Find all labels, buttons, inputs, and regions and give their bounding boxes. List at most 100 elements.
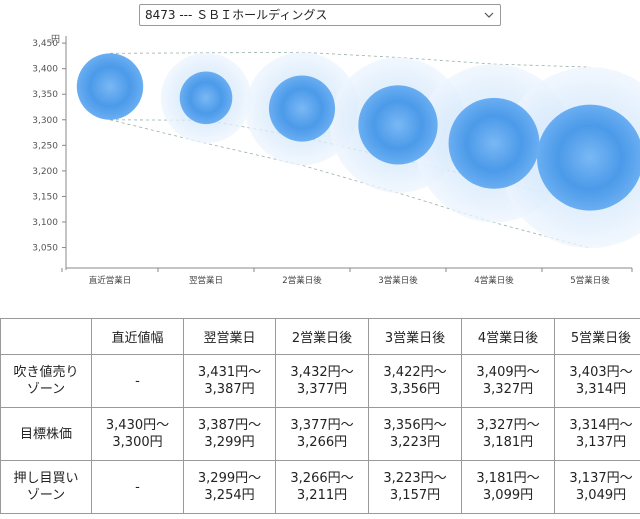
forecast-table: 直近値幅 翌営業日 2営業日後 3営業日後 4営業日後 5営業日後 吹き値売りゾーン - 3,…	[0, 318, 640, 514]
stock-select[interactable]: 8473 --- ＳＢＩホールディングス	[139, 4, 501, 26]
y-tick-label: 3,300	[32, 116, 58, 126]
row-header-text: 吹き値売り	[13, 365, 79, 380]
table-row: 吹き値売りゾーン - 3,431円～ 3,387円 3,432円～ 3,377円 3,422…	[0, 354, 640, 408]
table-cell: 3,409円～ 3,327円	[461, 354, 555, 408]
cell-text: 3,409円～	[476, 365, 540, 380]
table-cell: 3,356円～ 3,223円	[368, 407, 462, 461]
target-circle	[536, 104, 640, 211]
table-cell: 3,403円～ 3,314円	[554, 354, 640, 408]
cell-text: 3,181円～	[476, 471, 540, 486]
cell-text: 3,314円	[575, 382, 627, 397]
cell-text: 3,223円	[389, 435, 441, 450]
table-cell: 3,432円～ 3,377円	[275, 354, 369, 408]
cell-text: 3,211円	[296, 488, 348, 503]
cell-text: 3,327円～	[476, 418, 540, 433]
table-cell: -	[91, 354, 184, 408]
table-column-header: 5営業日後	[554, 318, 640, 355]
cell-text: 3,137円～	[569, 471, 633, 486]
y-tick-label: 3,100	[32, 218, 58, 228]
table-row: 目標株価 3,430円～ 3,300円 3,387円～ 3,299円 3,377円～ 3,2…	[0, 407, 640, 461]
cell-text: 3,299円	[204, 435, 255, 450]
target-circle	[268, 75, 336, 142]
table-cell: 3,181円～ 3,099円	[461, 460, 555, 514]
cell-text: 3,049円	[575, 488, 627, 503]
cell-text: 3,181円	[482, 435, 534, 450]
cell-text: 3,403円～	[569, 365, 633, 380]
cell-text: 3,099円	[482, 488, 534, 503]
x-tick-label: 翌営業日	[189, 275, 223, 286]
x-tick-label: 直近営業日	[89, 275, 132, 286]
cell-text: 3,223円～	[383, 471, 447, 486]
y-tick-label: 3,400	[32, 65, 58, 75]
cell-text: 3,327円	[482, 382, 534, 397]
cell-text: 3,387円	[204, 382, 255, 397]
row-header-text: 押し目買い	[13, 471, 79, 486]
chart-svg: 円3,450 3,400 3,350 3,300 3,250 3,200 3,150 3,10…	[32, 34, 640, 286]
row-header-cell: 押し目買い ゾーン	[0, 460, 92, 514]
cell-text: 3,422円～	[383, 365, 447, 380]
table-column-header: 2営業日後	[275, 318, 369, 355]
guide-line	[109, 51, 591, 68]
target-circle	[76, 53, 144, 120]
cell-text: 3,266円～	[290, 471, 354, 486]
y-tick-label: 3,150	[32, 192, 58, 202]
table-cell: -	[91, 460, 184, 514]
table-column-header: 4営業日後	[461, 318, 555, 355]
cell-text: 3,314円～	[569, 418, 633, 433]
table-cell: 3,430円～ 3,300円	[91, 407, 184, 461]
table-cell: 3,327円～ 3,181円	[461, 407, 555, 461]
cell-text: 3,432円～	[290, 365, 354, 380]
y-tick-label: 3,200	[32, 167, 58, 177]
table-cell: 3,314円～ 3,137円	[554, 407, 640, 461]
table-row: 押し目買いゾーン - 3,299円～ 3,254円 3,266円～ 3,211円 3,223…	[0, 460, 640, 514]
target-circle	[358, 85, 438, 165]
cell-text: 3,299円～	[197, 471, 262, 486]
cell-text: 3,430円～	[105, 418, 170, 433]
table-cell: 3,299円～ 3,254円	[183, 460, 276, 514]
table-cell: 3,223円～ 3,157円	[368, 460, 462, 514]
table-cell: 3,266円～ 3,211円	[275, 460, 369, 514]
y-axis-unit: 円	[51, 34, 60, 45]
table-cell: 3,387円～ 3,299円	[183, 407, 276, 461]
table-cell: 3,377円～ 3,266円	[275, 407, 369, 461]
y-tick-label: 3,050	[32, 244, 58, 254]
price-forecast-chart: 円 3,450 3,400 3,350 3,300 3,250 3,200 3,150 3,10…	[0, 30, 640, 290]
row-header-text: ゾーン	[26, 488, 66, 503]
table-column-header: 3営業日後	[368, 318, 462, 355]
cell-text: 3,266円	[296, 435, 348, 450]
cell-text: 3,387円～	[197, 418, 262, 433]
cell-text: 3,377円	[296, 382, 348, 397]
row-header-text: 目標株価	[19, 426, 72, 442]
chevron-down-icon	[484, 12, 494, 18]
target-circle	[448, 97, 540, 189]
cell-text: -	[135, 373, 140, 389]
table-column-header: 翌営業日	[183, 318, 276, 355]
table-cell: 3,137円～ 3,049円	[554, 460, 640, 514]
y-tick-label: 3,350	[32, 90, 58, 100]
guide-line	[109, 119, 591, 249]
table-cell: 3,422円～ 3,356円	[368, 354, 462, 408]
table-column-header: 直近値幅	[91, 318, 184, 355]
table-header-row: 直近値幅 翌営業日 2営業日後 3営業日後 4営業日後 5営業日後	[0, 318, 640, 355]
table-cell: 3,431円～ 3,387円	[183, 354, 276, 408]
cell-text: 3,157円	[389, 488, 441, 503]
cell-text: 3,356円	[389, 382, 441, 397]
cell-text: 3,137円	[575, 435, 627, 450]
cell-text: 3,431円～	[197, 365, 262, 380]
cell-text: 3,300円	[112, 435, 163, 450]
x-tick-label: 3営業日後	[378, 275, 418, 286]
x-tick-label: 4営業日後	[474, 275, 514, 286]
cell-text: 3,356円～	[383, 418, 447, 433]
row-header-cell: 目標株価	[0, 407, 92, 461]
y-tick-label: 3,250	[32, 141, 58, 151]
y-tick-label: 3,450	[32, 39, 58, 49]
cell-text: 3,377円～	[290, 418, 354, 433]
target-circle	[179, 71, 233, 125]
cell-text: -	[135, 479, 140, 495]
cell-text: 3,254円	[204, 488, 255, 503]
row-header-cell: 吹き値売り ゾーン	[0, 354, 92, 408]
row-header-text: ゾーン	[26, 382, 66, 397]
table-corner-cell	[0, 318, 92, 355]
stock-select-value: 8473 --- ＳＢＩホールディングス	[145, 8, 328, 22]
x-tick-label: 5営業日後	[570, 275, 610, 286]
